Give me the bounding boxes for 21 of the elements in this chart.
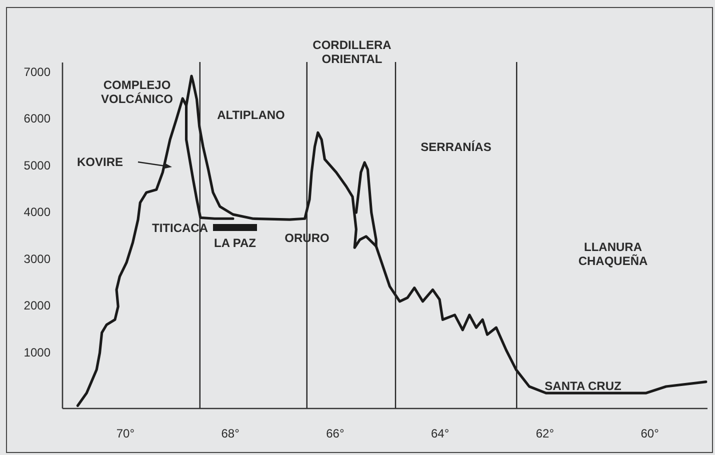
y-tick-label: 2000 [24, 298, 51, 313]
annotation: LA PAZ [214, 236, 256, 250]
x-tick-label: 70° [116, 426, 135, 440]
x-tick-label: 66° [326, 426, 344, 440]
y-tick-label: 6000 [24, 112, 51, 126]
annotation: CORDILLERA ORIENTAL [312, 38, 392, 66]
annotation: KOVIRE [76, 155, 124, 169]
x-tick-label: 62° [536, 426, 554, 440]
y-tick-label: 3000 [24, 252, 51, 266]
annotation: COMPLEJO VOLCÁNICO [101, 78, 173, 106]
y-tick-label: 7000 [24, 64, 51, 79]
y-tick-label: 5000 [24, 158, 51, 172]
annotation: SERRANÍAS [420, 140, 492, 154]
x-tick-label: 68° [221, 426, 240, 440]
y-tick-label: 1000 [24, 345, 51, 360]
annotation: ALTIPLANO [217, 108, 285, 122]
x-tick-label: 64° [430, 426, 450, 440]
annotation: SANTA CRUZ [544, 379, 622, 393]
x-tick-label: 60° [640, 426, 660, 440]
annotation: LLANURA CHAQUEÑA [578, 240, 648, 268]
y-tick-label: 4000 [24, 205, 51, 220]
